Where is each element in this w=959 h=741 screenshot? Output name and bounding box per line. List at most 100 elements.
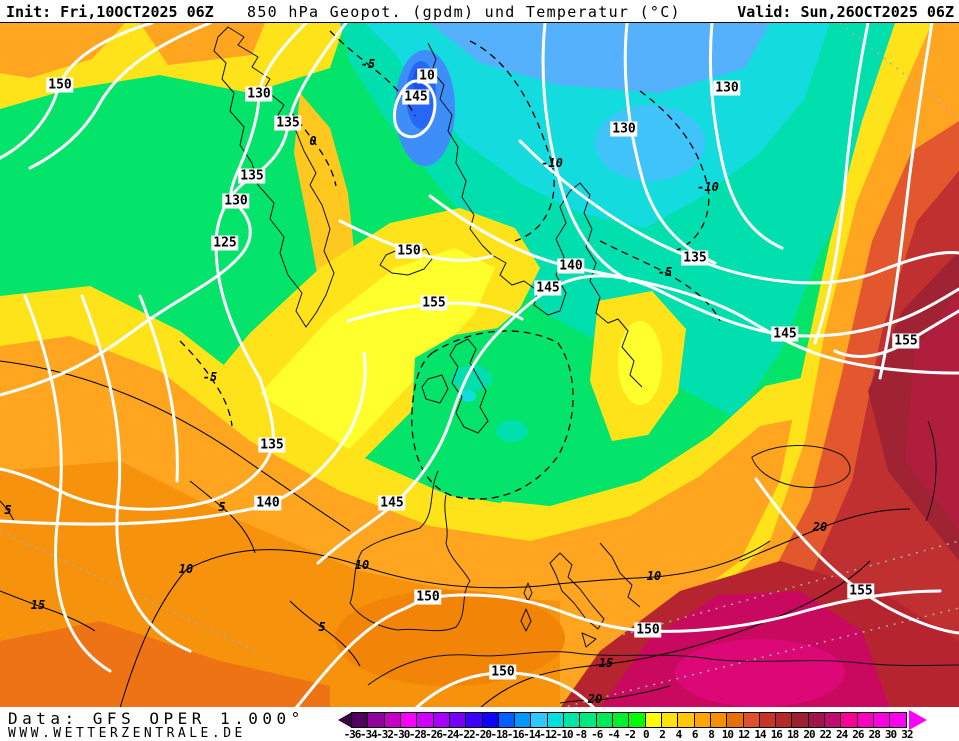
legend-tick-label: 8 xyxy=(708,728,715,741)
geopotential-label: 150 xyxy=(634,622,662,638)
website: WWW.WETTERZENTRALE.DE xyxy=(8,726,246,741)
legend-color-box xyxy=(693,712,711,728)
temperature-label: 10 xyxy=(354,558,370,572)
legend-color-box xyxy=(873,712,891,728)
legend-tick-label: -30 xyxy=(392,728,411,741)
legend-tick-label: -16 xyxy=(506,728,525,741)
geopotential-label: 155 xyxy=(847,583,875,599)
legend-tick-label: 30 xyxy=(884,728,897,741)
geopotential-label: 150 xyxy=(489,664,517,680)
legend-color-box xyxy=(807,712,826,728)
legend-tick-label: -6 xyxy=(591,728,603,741)
legend-tick-label: -22 xyxy=(457,728,476,741)
legend-color-box xyxy=(399,712,418,728)
geopotential-label: 150 xyxy=(414,589,442,605)
legend-tick-label: 20 xyxy=(803,728,815,741)
temperature-label: -10 xyxy=(697,180,719,194)
init-label: Init: Fri,10OCT2025 06Z xyxy=(6,3,214,21)
legend-color-box xyxy=(840,712,858,728)
legend-color-box xyxy=(726,712,744,728)
legend-color-box xyxy=(563,712,581,728)
legend-color-box xyxy=(677,712,695,728)
legend-tick-label: -8 xyxy=(574,728,587,741)
legend-color-box xyxy=(889,712,907,728)
legend-tick-label: 10 xyxy=(721,728,734,741)
geopotential-label: 135 xyxy=(681,250,709,266)
geopotential-label: 130 xyxy=(245,86,273,102)
legend-tick-label: -26 xyxy=(425,728,443,741)
geopotential-label: 145 xyxy=(534,280,562,296)
legend-tick-label: 6 xyxy=(691,728,699,741)
legend-color-box xyxy=(595,712,613,728)
legend-color-box xyxy=(432,712,450,728)
map-label-layer: 150 130 135 135 130 125 145 10 150 155 145 140 135 13… xyxy=(0,23,959,708)
geopotential-label: 130 xyxy=(713,80,741,96)
legend-tick-label: 26 xyxy=(852,728,864,741)
legend-tick-label: -34 xyxy=(359,728,378,741)
legend-right-arrow xyxy=(908,710,927,730)
legend-tick-label: 32 xyxy=(901,728,913,741)
temperature-label: -5 xyxy=(202,370,218,384)
legend-color-box xyxy=(644,712,662,728)
geopotential-label: 150 xyxy=(395,243,423,259)
legend-tick-label: -20 xyxy=(474,728,492,741)
legend-color-box xyxy=(383,712,401,728)
legend-color-box xyxy=(514,712,532,728)
legend-tick-label: -24 xyxy=(441,728,459,741)
geopotential-label: 140 xyxy=(254,495,282,511)
weather-map: 150 130 135 135 130 125 145 10 150 155 145 140 135 13… xyxy=(0,22,959,708)
legend-color-box xyxy=(709,712,728,728)
legend-tick-label: 4 xyxy=(675,728,683,741)
legend-color-box xyxy=(481,712,499,728)
geopotential-label: 135 xyxy=(238,168,266,184)
legend-color-box xyxy=(791,712,809,728)
temperature-label: 5 xyxy=(4,503,12,517)
legend-color-box xyxy=(660,712,679,728)
legend-tick-label: 24 xyxy=(835,728,848,741)
temperature-label: 0 xyxy=(309,134,317,148)
temperature-label: 5 xyxy=(218,500,226,514)
page-title: 850 hPa Geopot. (gpdm) und Temperatur (°… xyxy=(247,3,681,21)
temperature-label: 20 xyxy=(812,520,828,534)
geopotential-label: 145 xyxy=(378,495,406,511)
legend-tick-label: -2 xyxy=(623,728,636,741)
temperature-label: -10 xyxy=(541,156,563,170)
legend-color-box xyxy=(351,712,369,728)
temperature-label: 5 xyxy=(318,620,326,634)
legend-color-box xyxy=(612,712,630,728)
legend-color-box xyxy=(530,712,548,728)
temperature-label: 10 xyxy=(646,569,662,583)
legend-color-box xyxy=(448,712,467,728)
geopotential-label: 130 xyxy=(222,193,250,209)
legend-tick-label: -18 xyxy=(490,728,508,741)
legend-tick-label: 22 xyxy=(819,728,832,741)
legend-color-box xyxy=(824,712,842,728)
map-footer: Data: GFS OPER 1.000° WWW.WETTERZENTRALE… xyxy=(0,707,959,741)
legend-color-box xyxy=(579,712,597,728)
geopotential-label: 145 xyxy=(402,89,430,105)
legend-color-box xyxy=(416,712,434,728)
legend-tick-label: -14 xyxy=(523,728,541,741)
legend-color-box xyxy=(497,712,516,728)
valid-label: Valid: Sun,26OCT2025 06Z xyxy=(737,3,954,21)
geopotential-label: 140 xyxy=(557,258,585,274)
map-header: Init: Fri,10OCT2025 06Z 850 hPa Geopot. … xyxy=(0,0,959,22)
temperature-label: -5 xyxy=(360,57,376,71)
legend-tick-label: 18 xyxy=(787,728,799,741)
legend-color-box xyxy=(775,712,793,728)
legend-color-box xyxy=(628,712,646,728)
legend-tick-label: 2 xyxy=(659,728,666,741)
legend-color-box xyxy=(758,712,777,728)
geopotential-label: 155 xyxy=(420,295,448,311)
legend-tick-label: -4 xyxy=(607,728,619,741)
legend-color-box xyxy=(367,712,385,728)
temperature-label: 15 xyxy=(30,598,46,612)
legend-tick-label: -10 xyxy=(555,728,574,741)
legend-color-box xyxy=(742,712,760,728)
geopotential-label: 125 xyxy=(211,235,239,251)
data-source: Data: GFS OPER 1.000° xyxy=(8,709,305,728)
geopotential-label: 135 xyxy=(258,437,286,453)
geopotential-label: 155 xyxy=(892,333,920,349)
legend-tick-label: 14 xyxy=(754,728,766,741)
